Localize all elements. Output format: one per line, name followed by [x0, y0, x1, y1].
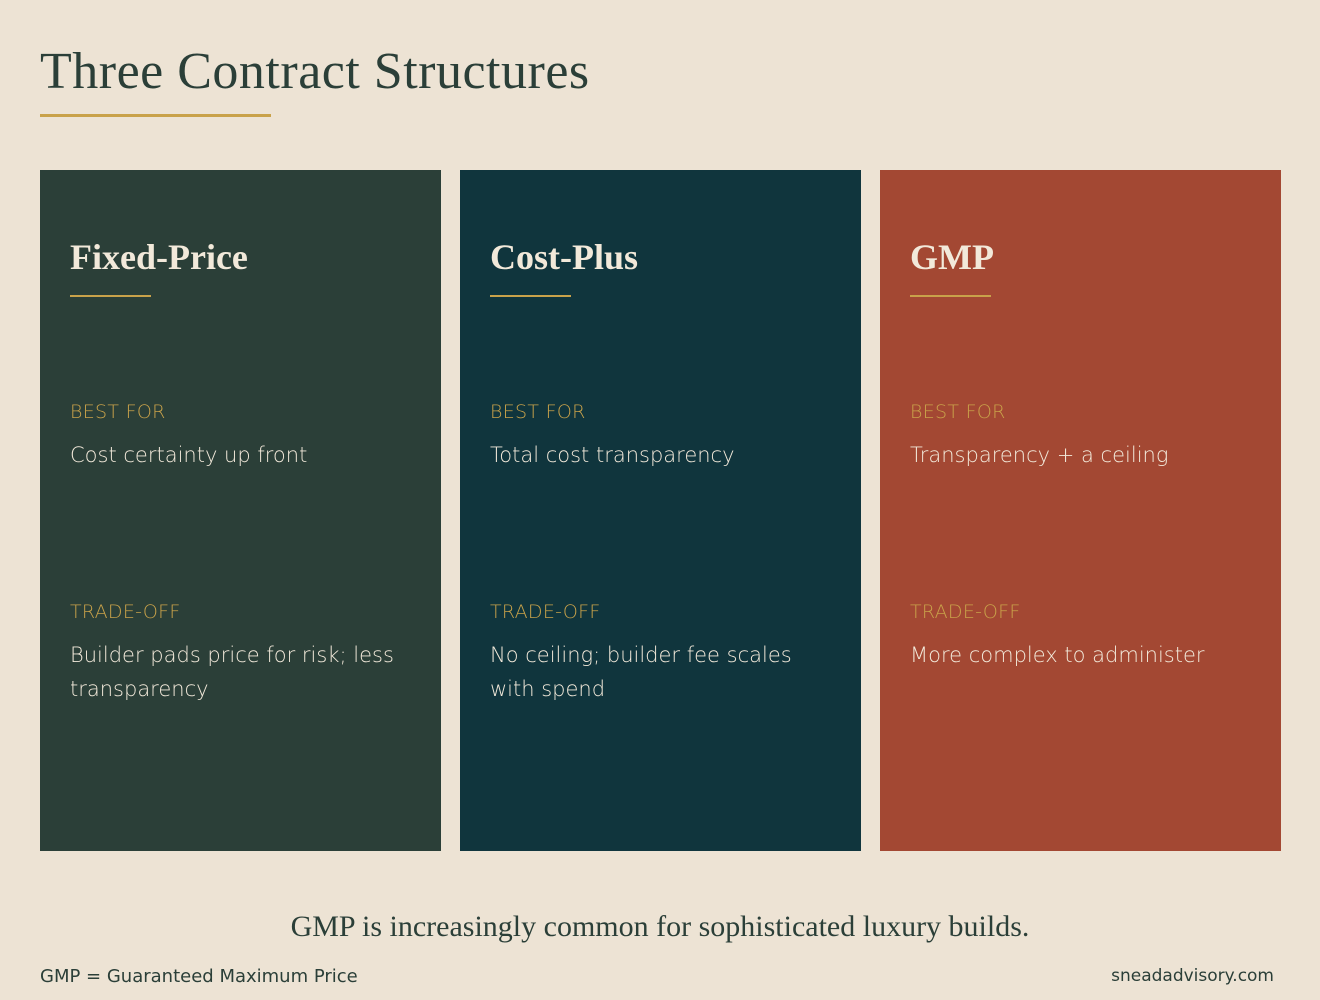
best-for-text: Total cost transparency	[490, 443, 735, 467]
page-title: Three Contract Structures	[40, 43, 590, 100]
footnote: GMP = Guaranteed Maximum Price	[40, 966, 358, 987]
best-for-label: BEST FOR	[70, 401, 166, 423]
card-title: Cost-Plus	[490, 237, 639, 277]
card-cost-plus: Cost-Plus BEST FOR Total cost transparen…	[460, 170, 861, 851]
card-title: Fixed-Price	[70, 237, 248, 277]
card-fixed-price: Fixed-Price BEST FOR Cost certainty up f…	[40, 170, 441, 851]
card-title: GMP	[910, 237, 994, 277]
tradeoff-label: TRADE-OFF	[70, 601, 181, 623]
tagline: GMP is increasingly common for sophistic…	[290, 910, 1030, 943]
card-gmp: GMP BEST FOR Transparency + a ceiling TR…	[880, 170, 1281, 851]
tradeoff-text: More complex to administer	[910, 643, 1205, 667]
tradeoff-label: TRADE-OFF	[910, 601, 1021, 623]
card-underline	[490, 295, 571, 297]
best-for-label: BEST FOR	[490, 401, 586, 423]
card-underline	[910, 295, 991, 297]
best-for-text: Cost certainty up front	[70, 443, 308, 467]
card-underline	[70, 295, 151, 297]
tradeoff-text: No ceiling; builder fee scales with spen…	[490, 643, 792, 701]
best-for-label: BEST FOR	[910, 401, 1006, 423]
website-link[interactable]: sneadadvisory.com	[1111, 966, 1274, 986]
tradeoff-text: Builder pads price for risk; less transp…	[70, 643, 394, 701]
tradeoff-label: TRADE-OFF	[490, 601, 601, 623]
title-underline	[40, 114, 271, 117]
best-for-text: Transparency + a ceiling	[910, 443, 1169, 467]
